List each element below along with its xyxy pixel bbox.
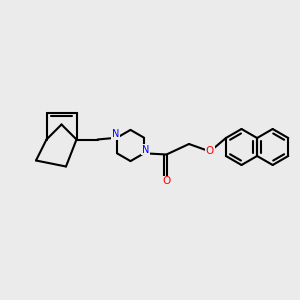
Text: N: N bbox=[112, 129, 119, 139]
Text: O: O bbox=[206, 146, 214, 157]
Text: O: O bbox=[162, 176, 171, 187]
Text: N: N bbox=[142, 145, 149, 155]
